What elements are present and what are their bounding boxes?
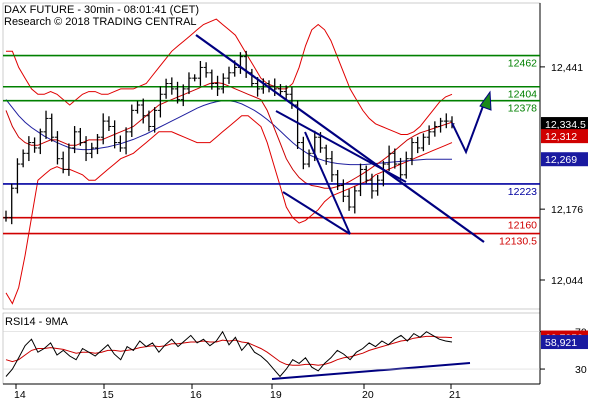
projection-arrow-line [451,97,487,155]
falling-trendline [195,34,485,243]
chart-subtitle: Research © 2018 TRADING CENTRAL [4,16,197,28]
level-label-12223: 12223 [508,186,537,198]
bollinger-upper-line [6,18,453,135]
price-tick-label: 12,044 [551,275,583,287]
time-tick-label: 20 [362,389,374,400]
time-tick-label: 19 [270,389,282,400]
time-tick-label: 14 [14,389,26,400]
rsi-panel [2,312,541,385]
rsi-lines [3,330,540,378]
bollinger-bands [5,18,453,305]
badge-price [541,117,588,132]
channel-lower-line [282,191,351,235]
badge-label-price: 12,334.5 [545,119,586,131]
channel-mid-line [304,131,351,235]
level-label-12462: 12462 [508,58,537,70]
badge-label-rsi: 58,921 [545,337,577,349]
rsi-title: RSI14 - 9MA [5,316,69,328]
badge-ma [541,152,588,167]
badge-rsi [541,335,588,350]
bollinger-lower-line [5,115,453,305]
chart-title: DAX FUTURE - 30min - 08:01:41 (CET) [4,4,199,16]
level-label-12160: 12160 [508,220,537,232]
price-bars [3,50,455,225]
projection-arrow-head [479,90,492,111]
time-tick-label: 15 [102,389,114,400]
price-tick-label: 12,441 [551,62,583,74]
time-tick-label: 16 [190,389,202,400]
badge-stop [541,129,588,144]
level-label-12404: 12404 [508,89,537,101]
time-tick-label: 21 [449,389,461,400]
rsi-line [5,330,453,378]
level-label-12130.5: 12130.5 [499,236,537,248]
rsi-tick-label: 30 [575,364,587,376]
channel-upper-line [275,110,407,183]
rsi-support-line [271,362,471,380]
trend-lines [195,34,492,380]
level-label-12378: 12378 [508,103,537,115]
price-tick-label: 12,176 [551,204,583,216]
badge-label-ma: 12,269 [545,154,577,166]
badge-label-stop: 12,312 [545,131,577,143]
